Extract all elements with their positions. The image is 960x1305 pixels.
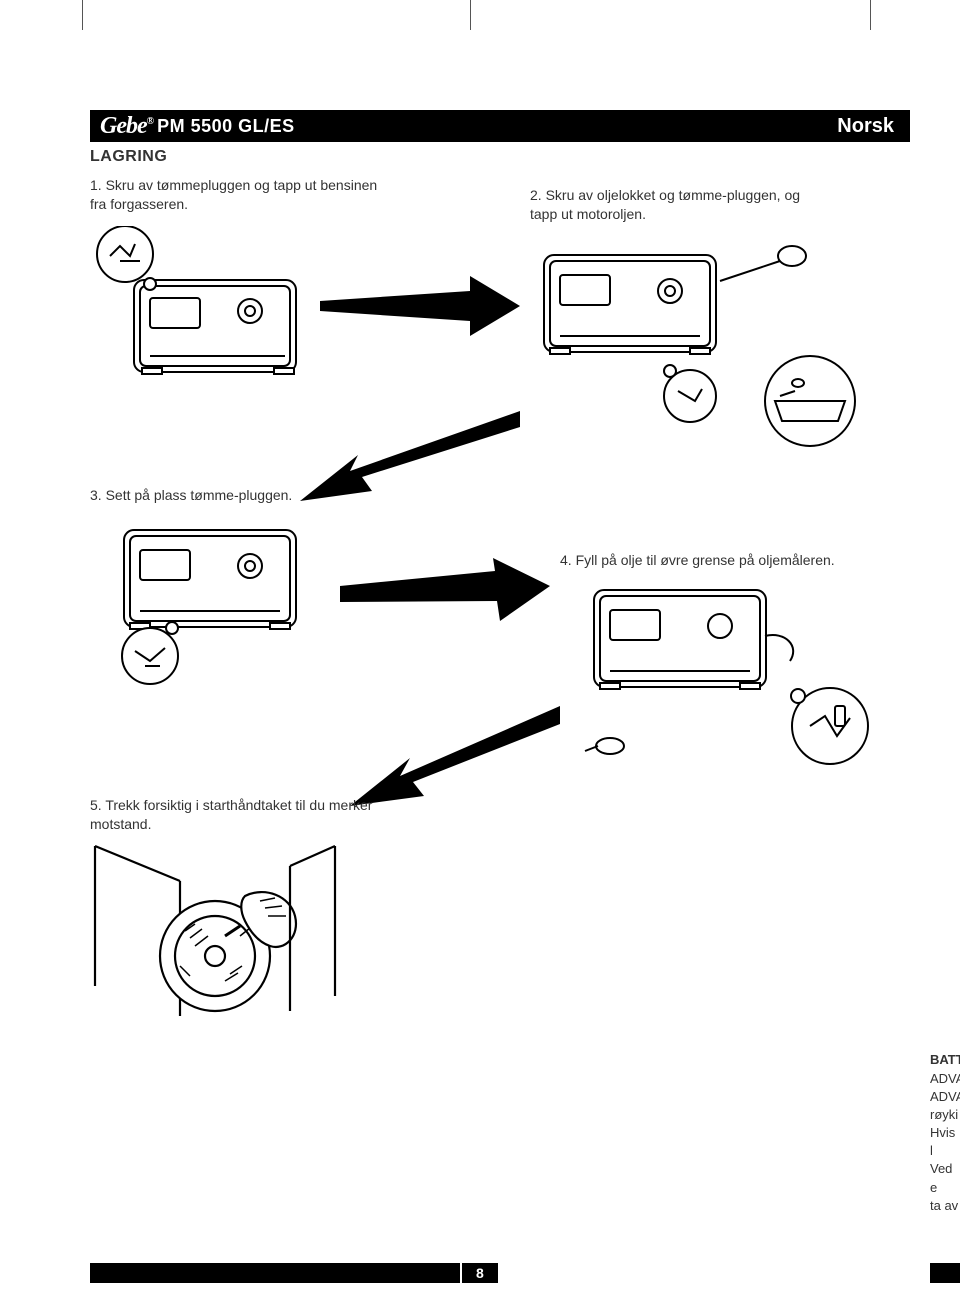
brand-logo: Gebe®	[100, 113, 153, 140]
language-label: Norsk	[837, 115, 910, 138]
page-content: Gebe® PM 5500 GL/ES Norsk LAGRING 1. Skr…	[90, 110, 910, 1176]
cutoff-line: ta av	[930, 1197, 960, 1215]
cutoff-text-block: BATT ADVA ADVA røyki Hvis l Ved e ta av	[930, 1051, 960, 1215]
step-1-illustration	[90, 226, 310, 386]
footer-segment	[930, 1263, 960, 1283]
step-4-illustration	[540, 576, 900, 786]
trademark: ®	[147, 116, 153, 127]
step-3-illustration	[90, 516, 330, 686]
model-number: PM 5500 GL/ES	[157, 116, 295, 137]
cutoff-line: BATT	[930, 1051, 960, 1069]
step-5-text: 5. Trekk forsiktig i starthåndtaket til …	[90, 796, 390, 834]
instruction-area: 1. Skru av tømmepluggen og tapp ut bensi…	[90, 176, 910, 1176]
arrow-icon	[320, 276, 520, 336]
brand-text: Gebe	[100, 113, 147, 139]
step-1-text: 1. Skru av tømmepluggen og tapp ut bensi…	[90, 176, 390, 214]
footer-segment	[90, 1263, 460, 1283]
footer: 8	[0, 1263, 960, 1293]
crop-mark	[870, 0, 871, 30]
crop-marks	[0, 0, 960, 40]
crop-mark	[470, 0, 471, 30]
page-number: 8	[476, 1265, 484, 1281]
step-3-text: 3. Sett på plass tømme-pluggen.	[90, 486, 292, 505]
section-heading: LAGRING	[90, 148, 910, 166]
cutoff-line: ADVA	[930, 1070, 960, 1088]
cutoff-line: røyki	[930, 1106, 960, 1124]
crop-mark	[82, 0, 83, 30]
step-4-text: 4. Fyll på olje til øvre grense på oljem…	[560, 551, 835, 570]
cutoff-line: Ved e	[930, 1160, 960, 1196]
title-bar: Gebe® PM 5500 GL/ES Norsk	[90, 110, 910, 142]
step-2-text: 2. Skru av oljelokket og tømme-pluggen, …	[530, 186, 830, 224]
cutoff-line: Hvis l	[930, 1124, 960, 1160]
cutoff-line: ADVA	[930, 1088, 960, 1106]
arrow-icon	[300, 411, 520, 511]
step-2-illustration	[520, 231, 890, 451]
arrow-icon	[340, 556, 550, 626]
step-5-illustration	[90, 836, 350, 1036]
